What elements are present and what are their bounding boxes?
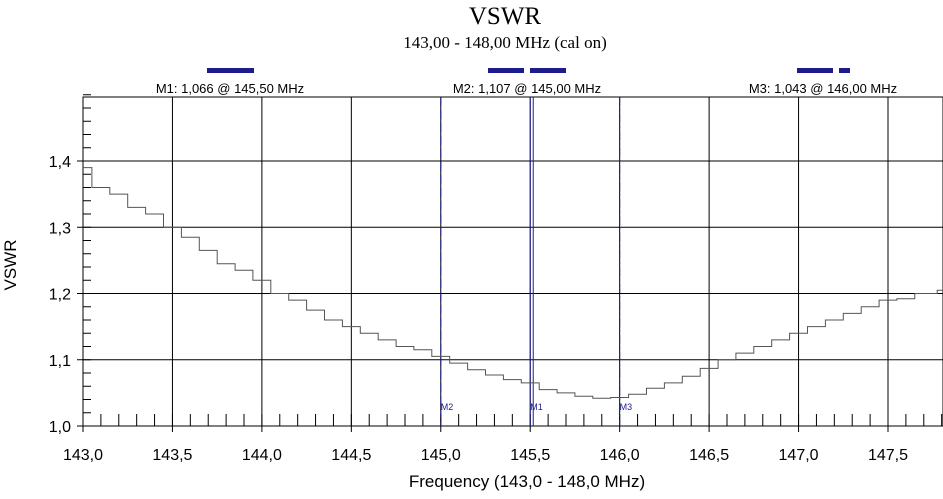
marker-bar [488, 68, 524, 73]
chart-title: VSWR [469, 3, 542, 30]
x-tick-label: 146,5 [689, 447, 729, 464]
x-tick-label: 143,5 [152, 447, 192, 464]
marker-bar [839, 68, 850, 73]
x-tick-label: 146,0 [600, 447, 640, 464]
x-tick-label: 147,5 [868, 447, 908, 464]
y-tick-label: 1,4 [49, 154, 71, 171]
y-tick-label: 1,1 [49, 353, 71, 370]
y-tick-label: 1,3 [49, 220, 71, 237]
x-tick-label: 144,5 [331, 447, 371, 464]
marker-tag-m2: M2 [441, 402, 454, 412]
x-tick-label: 145,5 [510, 447, 550, 464]
x-tick-label: 144,0 [242, 447, 282, 464]
x-tick-label: 147,0 [779, 447, 819, 464]
y-tick-label: 1,2 [49, 287, 71, 304]
chart-subtitle: 143,00 - 148,00 MHz (cal on) [403, 33, 607, 52]
vswr-curve [83, 167, 943, 399]
y-tick-label: 1,0 [49, 419, 71, 436]
plot-frame [82, 96, 943, 427]
plot-area: 143,0 143,5 144,0 144,5 145,0 145,5 146,0 146,5… [49, 94, 943, 464]
y-axis-label: VSWR [1, 240, 20, 291]
marker-tag-m1: M1 [530, 402, 543, 412]
marker-bar [530, 68, 566, 73]
marker-readout-m1: M1: 1,066 @ 145,50 MHz [156, 81, 304, 96]
x-axis-label: Frequency (143,0 - 148,0 MHz) [409, 472, 645, 491]
x-tick-label: 143,0 [63, 447, 103, 464]
marker-readout-m3: M3: 1,043 @ 146,00 MHz [749, 81, 897, 96]
marker-bar [207, 68, 254, 73]
marker-bar [797, 68, 833, 73]
marker-status-bars [207, 68, 850, 73]
marker-tag-m3: M3 [620, 402, 633, 412]
x-tick-label: 145,0 [421, 447, 461, 464]
marker-readout-m2: M2: 1,107 @ 145,00 MHz [453, 81, 601, 96]
